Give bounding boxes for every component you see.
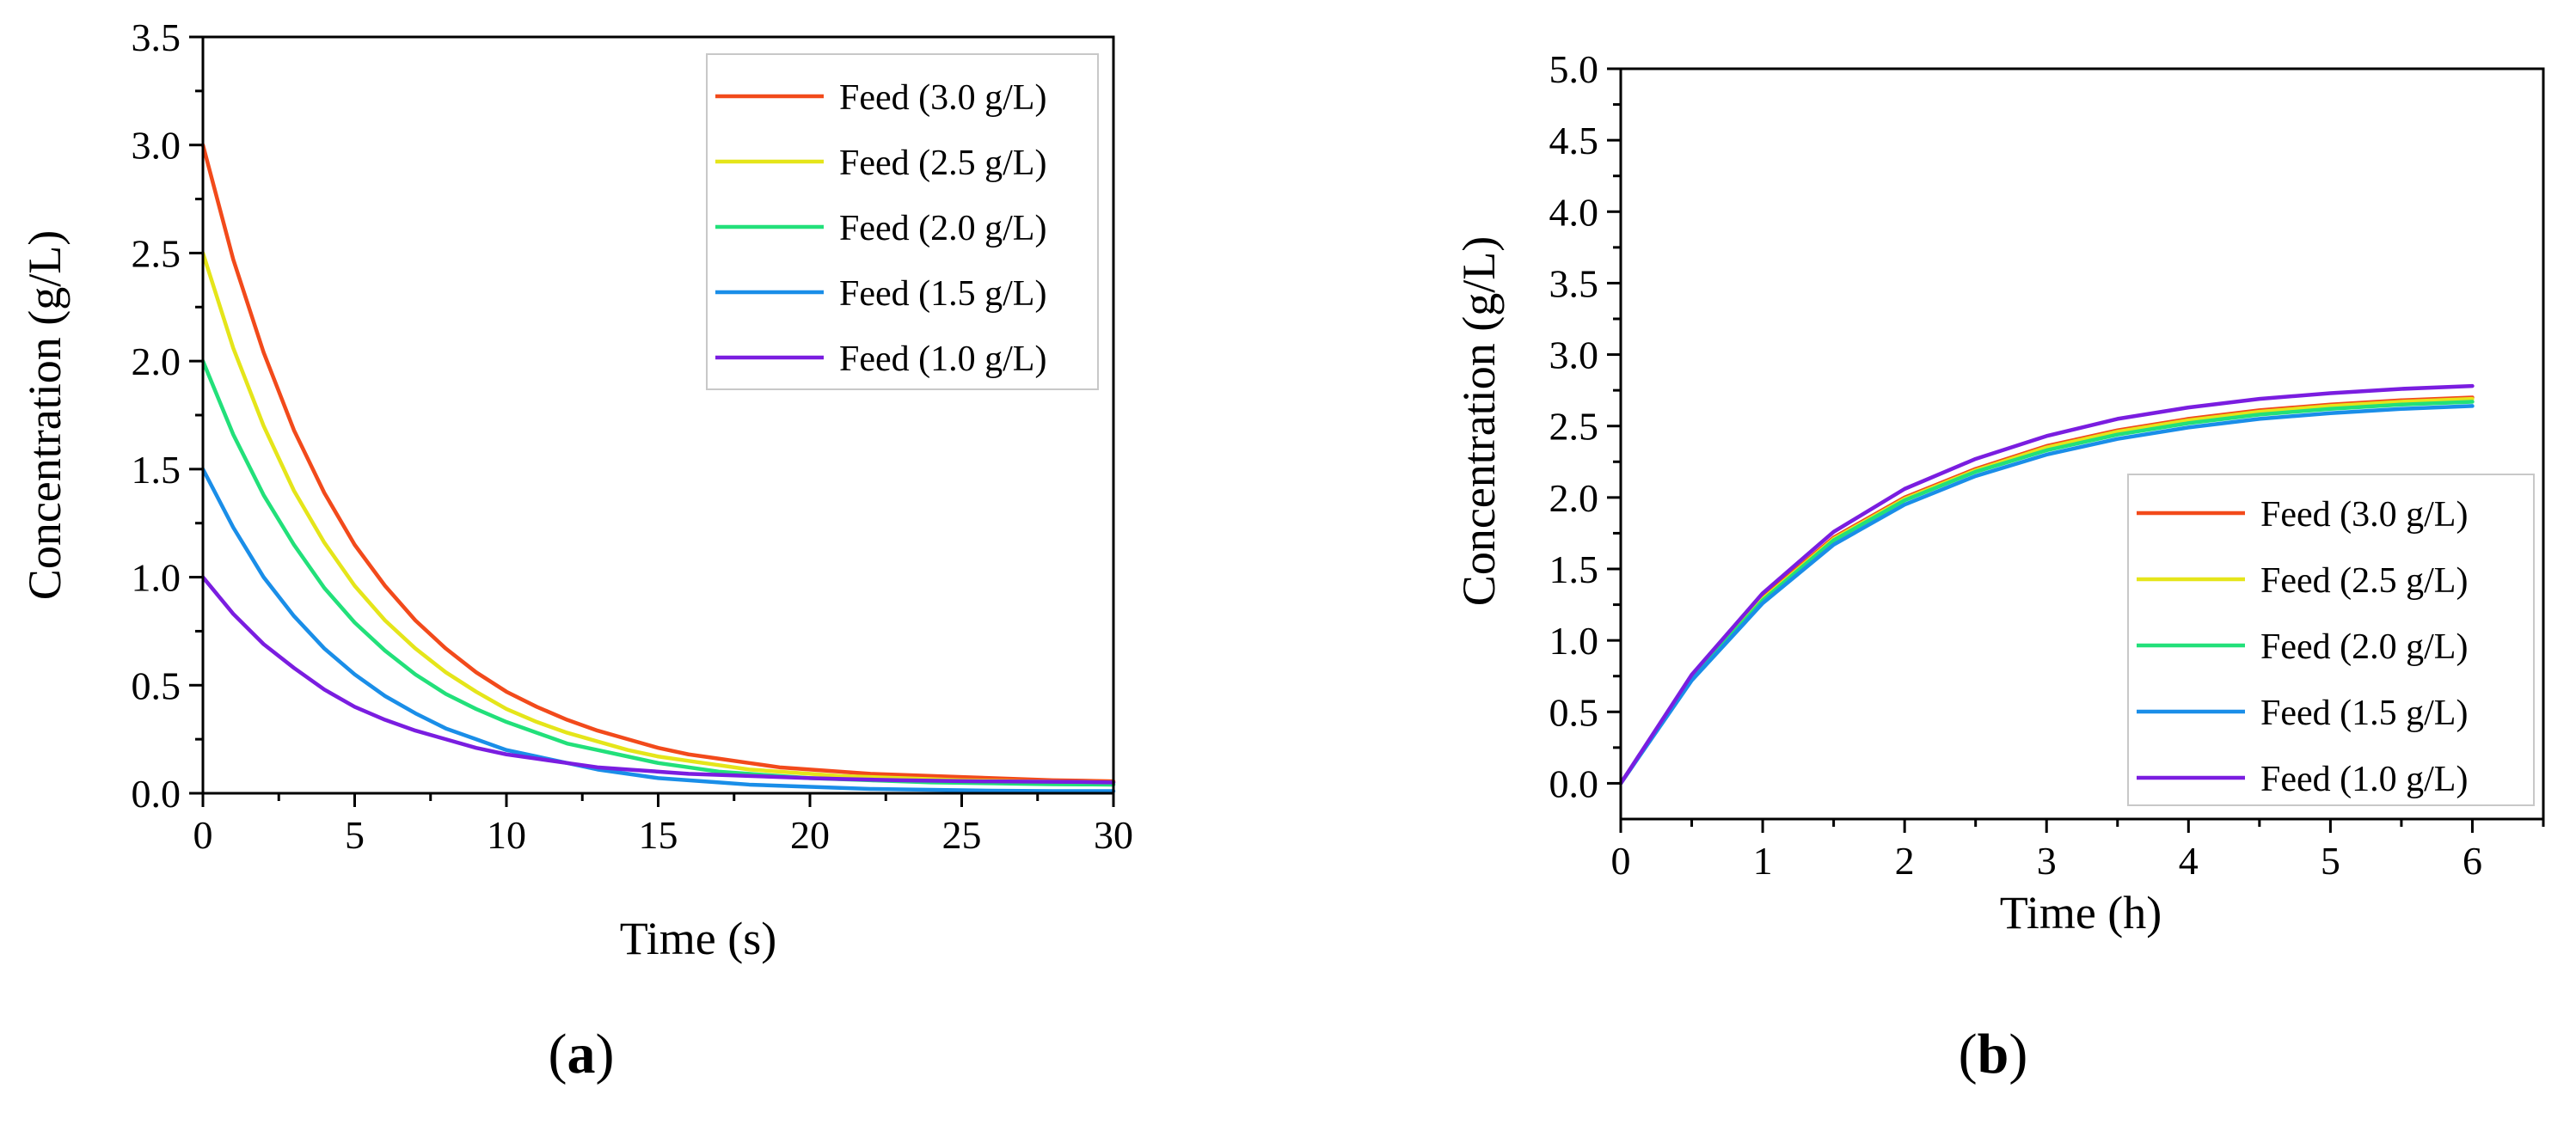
y-tick-label: 3.0 — [1549, 333, 1599, 377]
x-tick-label: 2 — [1895, 839, 1915, 883]
legend: Feed (3.0 g/L) Feed (2.5 g/L) Feed (2.0 g/… — [2127, 474, 2535, 806]
x-tick-label: 15 — [639, 813, 678, 857]
y-tick-label: 0.5 — [132, 663, 181, 707]
plot-frame — [1619, 67, 2545, 821]
legend-box — [2127, 474, 2535, 806]
series-line-4 — [200, 467, 1116, 793]
y-tick-label: 4.0 — [1549, 190, 1599, 234]
x-axis-title: Time (h) — [2000, 887, 2162, 939]
panel-label: (a) — [549, 1023, 615, 1085]
x-tick-label: 5 — [345, 813, 365, 857]
legend-label: Feed (3.0 g/L) — [2260, 495, 2468, 535]
legend-label: Feed (2.5 g/L) — [2260, 561, 2468, 601]
y-tick-label: 1.5 — [132, 448, 181, 492]
series-line-5 — [1618, 383, 2475, 786]
legend-box — [706, 53, 1099, 390]
y-tick-label: 3.5 — [132, 15, 181, 59]
y-tick-label: 0.0 — [1549, 761, 1599, 805]
x-tick-label: 25 — [942, 813, 982, 857]
chart-panel-b: 0 1 2 3 4 5 6 0.0 0.5 1.0 1.5 2.0 2.5 3.0 3.5 4.0 4.5 5.0… — [1453, 47, 2545, 1085]
y-tick-label: 1.5 — [1549, 547, 1599, 591]
legend-label: Feed (1.0 g/L) — [839, 339, 1046, 379]
legend-label: Feed (1.5 g/L) — [839, 274, 1046, 314]
y-tick-label: 2.0 — [132, 339, 181, 383]
legend-label: Feed (3.0 g/L) — [839, 78, 1046, 118]
x-tick-label: 10 — [487, 813, 526, 857]
y-axis-title: Concentration (g/L) — [19, 230, 71, 600]
x-tick-label: 4 — [2179, 839, 2199, 883]
series-line-4 — [1618, 404, 2475, 786]
legend-label: Feed (1.0 g/L) — [2260, 760, 2468, 799]
y-tick-label: 2.5 — [1549, 405, 1599, 449]
y-tick-label: 3.5 — [1549, 261, 1599, 305]
x-tick-label: 0 — [1611, 839, 1631, 883]
chart-panel-a: 0 5 10 15 20 25 30 0.0 0.5 1.0 1.5 2.0 2.5 3.0 3.5 Time… — [19, 15, 1133, 1085]
y-axis-title: Concentration (g/L) — [1453, 236, 1505, 606]
x-axis-title: Time (s) — [620, 913, 777, 964]
series-line-3 — [1618, 400, 2475, 786]
legend-label: Feed (2.5 g/L) — [839, 144, 1046, 183]
legend-label: Feed (2.0 g/L) — [839, 209, 1046, 248]
legend: Feed (3.0 g/L) Feed (2.5 g/L) Feed (2.0 g/… — [706, 53, 1099, 390]
x-tick-label: 5 — [2321, 839, 2340, 883]
y-tick-label: 3.0 — [132, 124, 181, 168]
x-tick-label: 3 — [2037, 839, 2057, 883]
x-tick-label: 0 — [193, 813, 213, 857]
y-tick-label: 2.0 — [1549, 476, 1599, 520]
y-tick-label: 0.0 — [132, 772, 181, 816]
y-tick-label: 1.0 — [132, 556, 181, 600]
panel-label: (b) — [1959, 1023, 2028, 1085]
y-tick-label: 1.0 — [1549, 619, 1599, 663]
x-tick-label: 1 — [1753, 839, 1773, 883]
y-tick-label: 4.5 — [1549, 119, 1599, 162]
x-tick-label: 20 — [790, 813, 830, 857]
legend-label: Feed (1.5 g/L) — [2260, 694, 2468, 733]
series-line-3 — [200, 358, 1116, 787]
y-tick-label: 2.5 — [132, 231, 181, 275]
series-line-1 — [200, 143, 1116, 784]
legend-label: Feed (2.0 g/L) — [2260, 627, 2468, 667]
y-tick-label: 0.5 — [1549, 690, 1599, 734]
x-tick-label: 6 — [2463, 839, 2482, 883]
y-tick-label: 5.0 — [1549, 47, 1599, 91]
series-line-5 — [200, 575, 1116, 785]
x-tick-label: 30 — [1094, 813, 1133, 857]
